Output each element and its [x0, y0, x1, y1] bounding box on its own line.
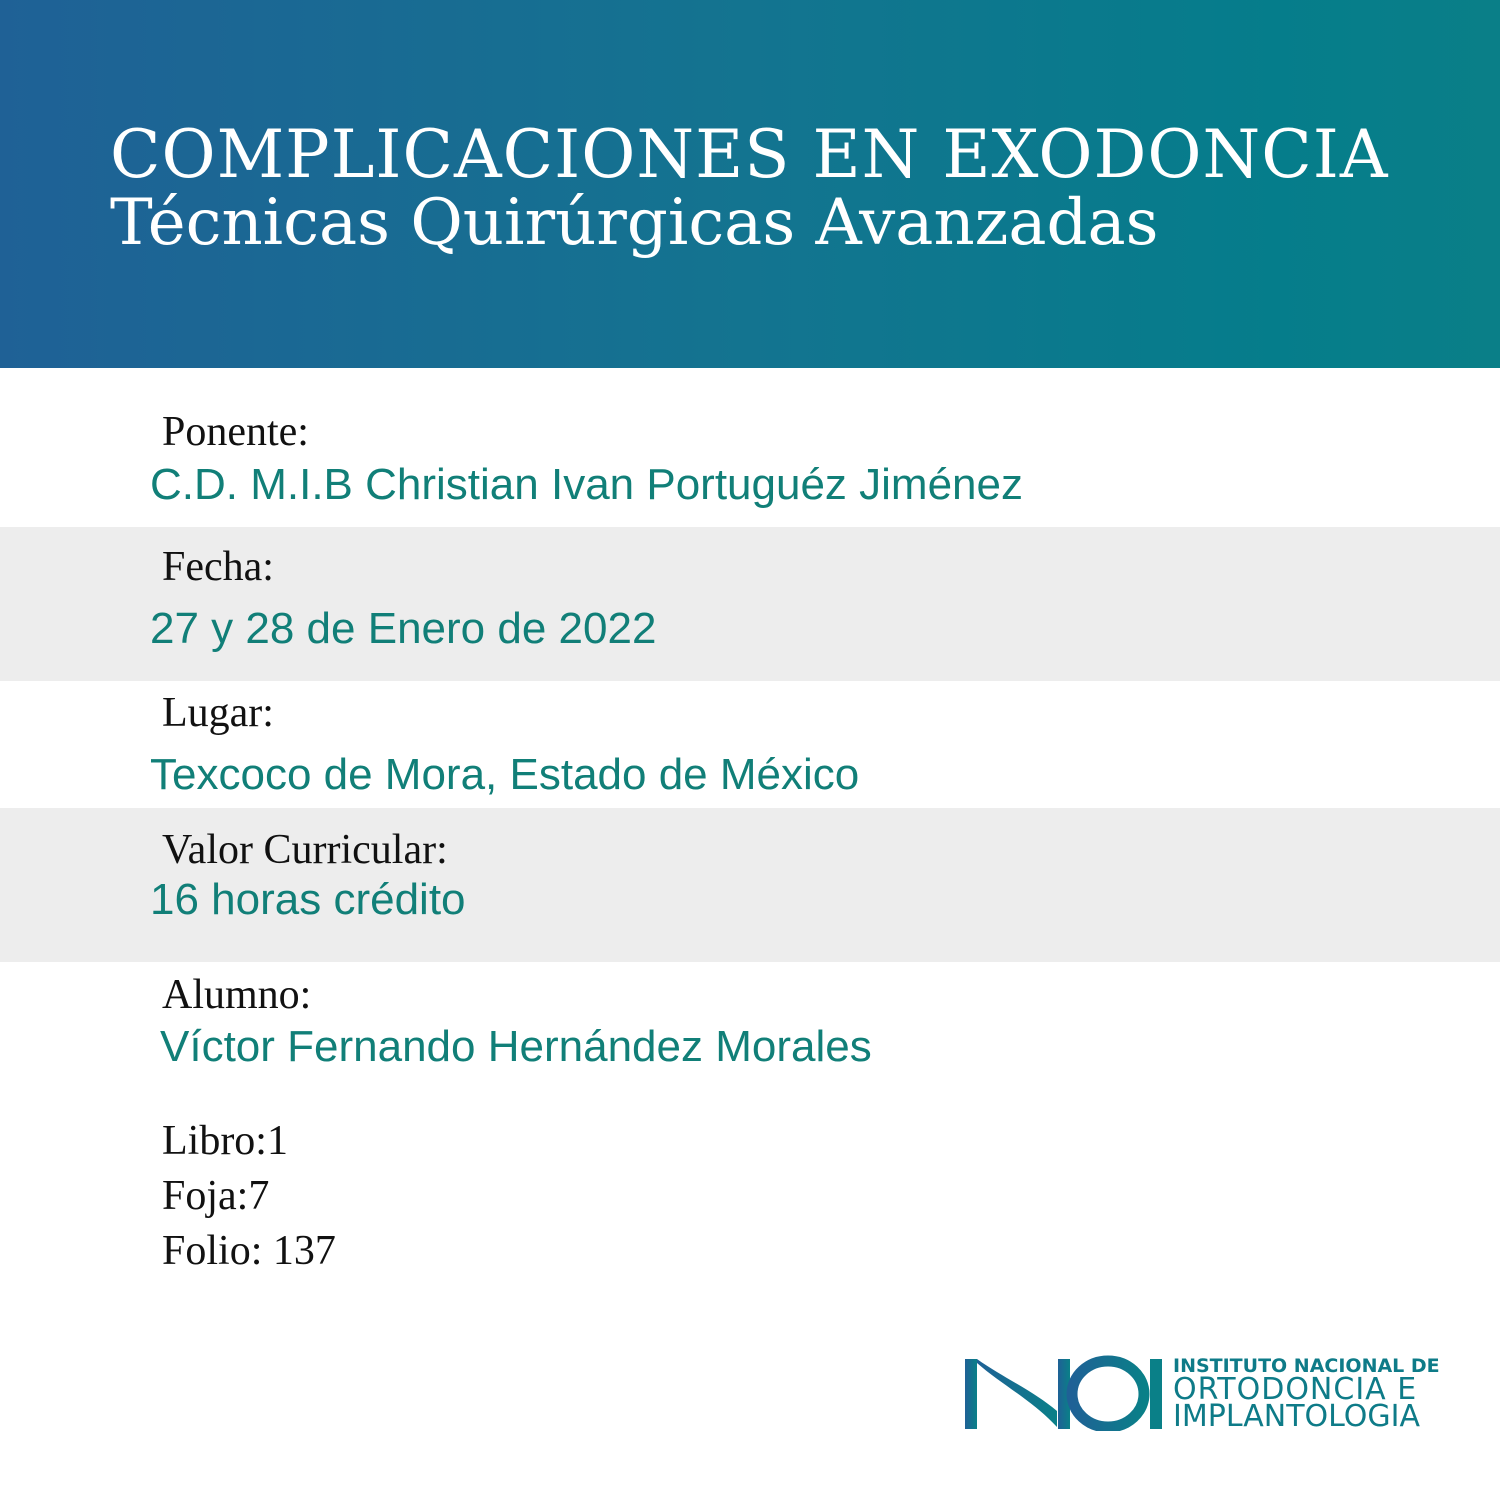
folio-text: Folio: 137 — [162, 1228, 336, 1274]
course-title: COMPLICACIONES EN EXODONCIA — [110, 116, 1389, 193]
logo-line-2: ORTODONCIA E — [1173, 1372, 1418, 1407]
valor-value: 16 horas crédito — [150, 875, 466, 924]
fecha-label: Fecha: — [162, 544, 274, 590]
fecha-value: 27 y 28 de Enero de 2022 — [150, 604, 657, 653]
ponente-value: C.D. M.I.B Christian Ivan Portuguéz Jimé… — [150, 460, 1023, 509]
foja-text: Foja:7 — [162, 1173, 270, 1219]
inoi-logo-mark — [965, 1355, 1162, 1431]
logo-line-1: INSTITUTO NACIONAL DE — [1173, 1355, 1440, 1377]
course-subtitle: Técnicas Quirúrgicas Avanzadas — [110, 186, 1159, 260]
header-banner: COMPLICACIONES EN EXODONCIA Técnicas Qui… — [0, 0, 1500, 368]
lugar-label: Lugar: — [162, 690, 274, 736]
alumno-value: Víctor Fernando Hernández Morales — [160, 1022, 872, 1071]
band-fecha — [0, 527, 1500, 681]
valor-label: Valor Curricular: — [162, 827, 448, 873]
ponente-label: Ponente: — [162, 409, 309, 455]
lugar-value: Texcoco de Mora, Estado de México — [150, 750, 860, 799]
alumno-label: Alumno: — [162, 972, 312, 1018]
libro-text: Libro:1 — [162, 1118, 288, 1164]
band-valor — [0, 808, 1500, 962]
logo-line-3: IMPLANTOLOGIA — [1173, 1399, 1421, 1434]
